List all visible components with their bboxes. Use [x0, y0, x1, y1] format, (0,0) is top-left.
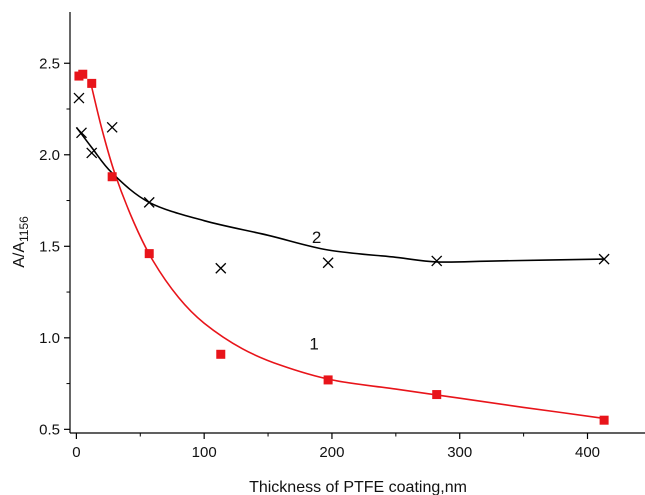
fit-curves: [75, 86, 605, 420]
series-2-point: [598, 253, 610, 265]
x-marker-stroke: [73, 92, 85, 104]
series-2-point: [215, 262, 227, 274]
x-marker-stroke: [322, 257, 334, 269]
curve-labels: 12: [309, 228, 321, 353]
y-tick-label: 0.5: [39, 421, 60, 438]
series-1-point: [144, 249, 154, 259]
x-marker-stroke: [215, 262, 227, 274]
y-tick-label: 1.0: [39, 330, 60, 347]
series-2-point: [322, 257, 334, 269]
series-2-point: [106, 121, 118, 133]
series-1-point: [78, 69, 88, 79]
series-2-point: [143, 196, 155, 208]
fit-curve-1: [90, 86, 605, 420]
series-2-point: [431, 255, 443, 267]
series-2-point: [76, 127, 87, 139]
x-marker-stroke: [431, 255, 443, 267]
curve-label-1: 1: [309, 334, 318, 353]
series-1-point: [216, 349, 226, 359]
series-1-point: [107, 172, 117, 182]
x-marker-stroke: [106, 121, 118, 133]
y-axis-title-main: A/A: [11, 242, 28, 268]
series-1-point: [432, 390, 442, 400]
x-marker-stroke: [86, 147, 98, 159]
x-tick-label: 0: [72, 444, 80, 461]
series-2-point: [86, 147, 98, 159]
y-tick-label: 2.5: [39, 55, 60, 72]
axes: 0 100 200 300 400 0.5 1.0 1.5 2.0 2.5: [39, 12, 645, 461]
fit-curve-2: [75, 126, 605, 263]
data-markers: [73, 69, 610, 425]
y-axis-title-subscript: 1156: [17, 216, 31, 242]
series-2-point: [73, 92, 85, 104]
x-tick-label: 200: [319, 444, 344, 461]
series-1-point: [599, 415, 609, 425]
y-tick-label: 1.5: [39, 238, 60, 255]
x-marker-stroke: [143, 196, 155, 208]
x-marker-stroke: [598, 253, 610, 265]
series-1-point: [87, 78, 97, 88]
x-axis-title: Thickness of PTFE coating,nm: [249, 479, 467, 495]
y-tick-label: 2.0: [39, 147, 60, 164]
x-tick-label: 300: [447, 444, 472, 461]
x-tick-label: 100: [192, 444, 217, 461]
series-1-point: [323, 375, 333, 385]
y-axis-title: A/A1156: [11, 216, 31, 268]
x-marker-stroke: [76, 127, 87, 139]
x-tick-label: 400: [575, 444, 600, 461]
curve-label-2: 2: [312, 228, 321, 247]
